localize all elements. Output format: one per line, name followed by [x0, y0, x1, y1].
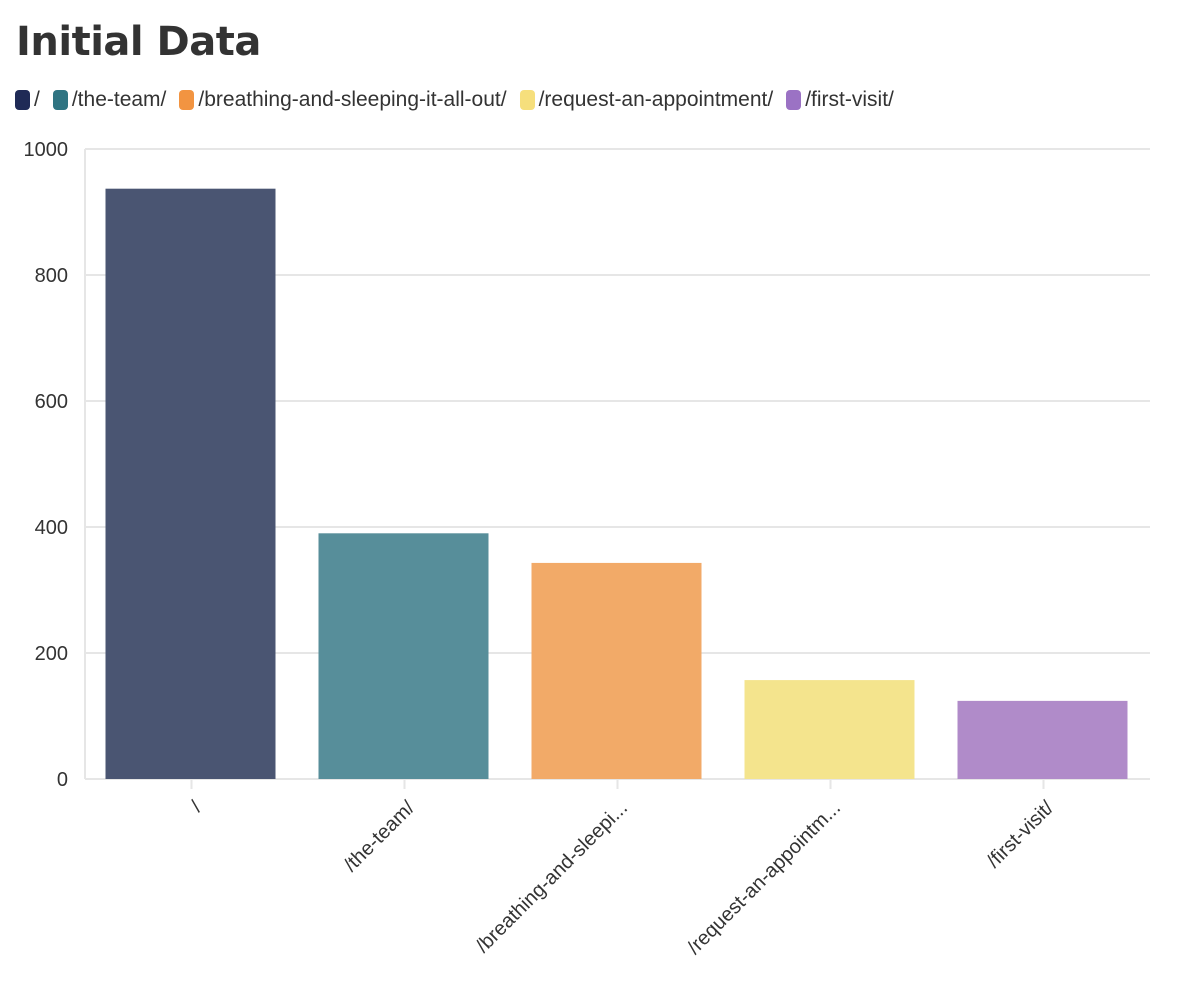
- x-tick-label-2: /breathing-and-sleepi...: [472, 797, 632, 957]
- legend-item-breathing[interactable]: /breathing-and-sleeping-it-all-out/: [179, 88, 507, 112]
- legend-swatch-root: [15, 90, 30, 110]
- x-tick-label-1: /the-team/: [340, 797, 420, 877]
- y-tick-label-600: 600: [35, 391, 68, 413]
- bar-1: [318, 533, 489, 779]
- y-tick-label-0: 0: [57, 769, 68, 791]
- bar-3: [744, 680, 915, 779]
- x-tick-label-4: /first-visit/: [983, 797, 1059, 873]
- y-tick-label-800: 800: [35, 265, 68, 287]
- bar-2: [531, 562, 702, 779]
- y-tick-label-200: 200: [35, 643, 68, 665]
- bar-4: [957, 700, 1128, 779]
- legend-swatch-first-visit: [786, 90, 802, 110]
- y-tick-label-1000: 1000: [24, 139, 69, 161]
- bar-0: [105, 188, 276, 779]
- legend-label-root: /: [34, 88, 40, 111]
- chart-title: Initial Data: [16, 19, 261, 65]
- chart-legend: / /the-team/ /breathing-and-sleeping-it-…: [15, 88, 907, 112]
- legend-label-the-team: /the-team/: [71, 88, 167, 111]
- legend-swatch-request-appointment: [519, 90, 535, 110]
- legend-label-breathing: /breathing-and-sleeping-it-all-out/: [198, 88, 507, 111]
- legend-item-first-visit[interactable]: /first-visit/: [786, 88, 894, 112]
- legend-item-request-appointment[interactable]: /request-an-appointment/: [519, 88, 774, 112]
- x-tick-label-0: /: [187, 797, 207, 817]
- legend-swatch-the-team: [52, 90, 68, 110]
- legend-label-request-appointment: /request-an-appointment/: [538, 88, 774, 111]
- legend-label-first-visit: /first-visit/: [805, 88, 894, 111]
- legend-item-root[interactable]: /: [15, 88, 40, 112]
- legend-item-the-team[interactable]: /the-team/: [52, 88, 167, 112]
- x-tick-label-3: /request-an-appointm...: [683, 797, 845, 959]
- legend-swatch-breathing: [179, 90, 195, 110]
- y-tick-label-400: 400: [35, 517, 68, 539]
